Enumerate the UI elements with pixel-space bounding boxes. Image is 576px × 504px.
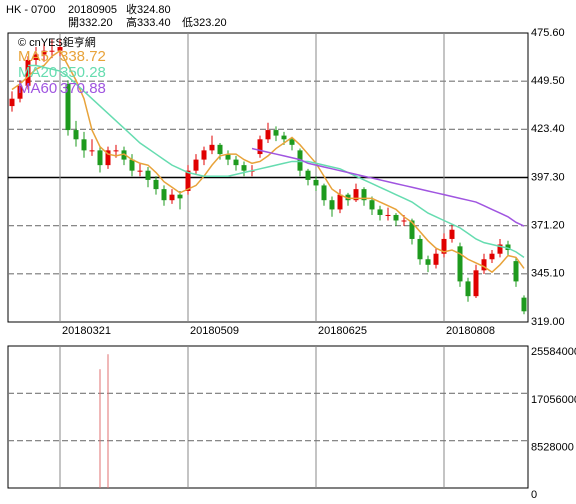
candle-body [513,261,519,282]
candle-body [49,50,55,52]
y-tick-label: 345.10 [531,268,565,280]
source: © cnYES鉅亨網 [18,35,96,49]
candle-body [457,246,463,282]
candle-body [281,135,287,140]
high: 高333.40 [126,15,171,29]
candle-body [273,130,279,136]
candle-body [113,150,119,152]
ma-line [11,49,525,274]
close: 收324.80 [126,2,171,16]
candle-body [225,154,231,160]
x-tick-label: 20180509 [190,325,239,337]
candle-body [425,259,431,265]
candle-body [385,214,391,216]
symbol: HK - 0700 [6,4,56,16]
y-tick-label: 25584000 [531,346,576,358]
candle-body [81,139,87,151]
candle-body [145,170,151,180]
ma-line [251,147,525,227]
y-tick-label: 319.00 [531,316,565,328]
candle-body [241,165,247,171]
candle-body [313,179,319,186]
volume-bar [107,354,109,488]
ma-line [28,64,525,259]
candle-body [393,214,399,221]
y-tick-label: 8528000 [531,442,574,454]
candle-body [41,50,47,55]
candle-body [521,297,527,312]
candle-body [105,150,111,166]
low: 低323.20 [182,16,227,29]
y-tick-label: 423.40 [531,123,565,135]
candle-body [305,170,311,180]
volume-frame [7,345,529,489]
y-tick-label: 17056000 [531,394,576,406]
x-tick-label: 20180808 [446,325,495,337]
candle-body [329,200,335,210]
y-tick-label: 371.20 [531,220,565,232]
candle-body [377,209,383,215]
candle-body [153,179,159,190]
x-tick-label: 20180625 [318,325,367,337]
candle-body [25,59,31,86]
candle-body [361,189,367,201]
candle-body [129,159,135,171]
candle-body [497,244,503,254]
candle-body [169,194,175,201]
legend-name: MA20 [18,64,57,81]
candle-body [417,238,423,260]
y-tick-label: 449.50 [531,75,565,87]
candle-body [265,130,271,140]
legend-name: MA60 [18,80,57,97]
date: 20180905 [68,4,117,16]
candle-body [217,144,223,155]
candle-body [321,185,327,201]
candle-body [9,98,15,107]
candle-body [337,194,343,210]
candle-body [73,130,79,140]
candle-body [409,220,415,239]
x-tick-label: 20180321 [62,325,111,337]
candle-body [297,150,303,171]
candle-body [449,229,455,239]
legend-value: 350.28 [60,64,106,81]
candle-body [121,150,127,160]
candle-body [177,194,183,199]
candle-body [257,139,263,155]
candle-body [201,150,207,160]
legend-name: MA5 [18,48,49,65]
open: 開332.20 [68,16,113,29]
y-tick-label: 475.60 [531,27,565,39]
candle-body [137,170,143,172]
candle-body [33,54,39,60]
candle-body [289,139,295,145]
legend-value: 338.72 [60,48,106,65]
candle-body [97,150,103,166]
candle-body [233,159,239,166]
volume-bar [99,369,101,488]
candle-body [489,253,495,260]
candle-body [465,281,471,297]
candle-body [505,244,511,251]
candle-body [353,189,359,201]
candle-body [65,83,71,131]
candle-body [185,170,191,191]
candle-body [89,150,95,152]
candle-body [209,144,215,151]
y-tick-label: 0 [531,489,537,501]
candle-body [433,253,439,265]
legend-value: 370.88 [60,80,106,97]
candle-body [401,220,407,222]
candle-body [369,200,375,210]
candle-body [161,189,167,201]
candle-body [17,85,23,99]
candle-body [473,270,479,297]
candle-body [441,238,447,254]
y-tick-label: 397.30 [531,171,565,183]
candle-body [481,259,487,271]
candle-body [345,194,351,201]
candle-body [193,159,199,171]
candle-body [57,47,63,51]
